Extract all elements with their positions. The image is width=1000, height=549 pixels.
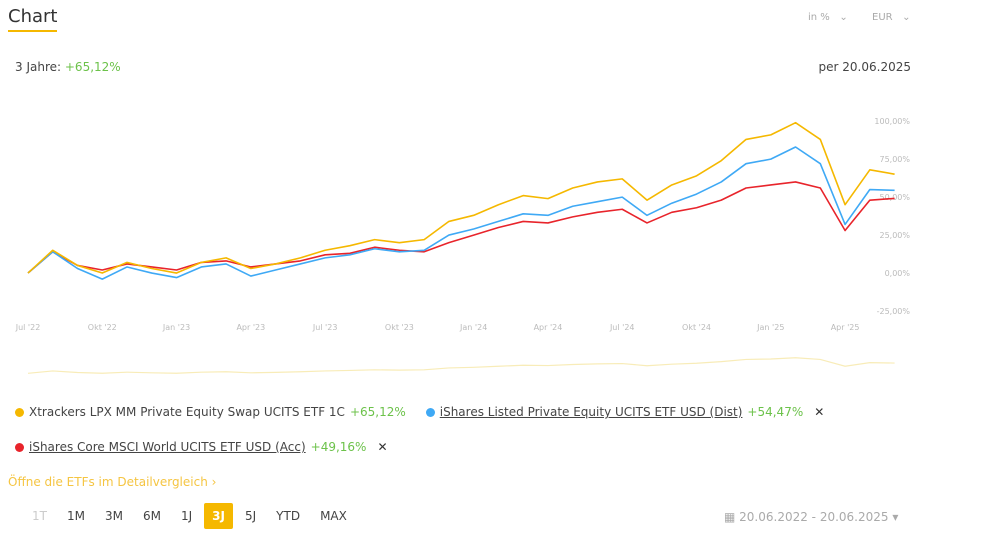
series-line xyxy=(27,181,895,274)
range-button[interactable]: YTD xyxy=(276,509,301,523)
legend-dot xyxy=(15,407,24,417)
legend-item: Xtrackers LPX MM Private Equity Swap UCI… xyxy=(15,405,406,419)
currency-label: EUR xyxy=(872,12,893,23)
date-range[interactable]: ▦ 20.06.2022 - 20.06.2025 ▾ xyxy=(724,510,899,524)
legend-dot xyxy=(15,442,24,452)
detail-link-text: Öffne die ETFs im Detailvergleich xyxy=(8,475,208,489)
chart-title: Chart xyxy=(8,6,58,32)
series-line xyxy=(27,121,895,274)
x-tick-label: Apr '25 xyxy=(831,323,860,332)
x-tick-label: Jan '25 xyxy=(756,323,784,332)
legend-change: +65,12% xyxy=(349,405,406,419)
x-tick-label: Jul '22 xyxy=(15,323,41,332)
x-tick-label: Apr '24 xyxy=(534,323,563,332)
y-tick-label: -25,00% xyxy=(877,307,911,316)
remove-button[interactable]: ✕ xyxy=(814,405,825,419)
y-tick-label: 100,00% xyxy=(874,117,910,126)
x-tick-label: Jul '23 xyxy=(312,323,338,332)
range-button[interactable]: MAX xyxy=(320,509,347,523)
unit-select[interactable]: in % ⌄ xyxy=(808,12,848,23)
detail-link[interactable]: Öffne die ETFs im Detailvergleich › xyxy=(8,475,217,489)
range-button[interactable]: 1M xyxy=(66,509,85,523)
legend-item: iShares Core MSCI World UCITS ETF USD (A… xyxy=(15,440,388,454)
legend-row: Xtrackers LPX MM Private Equity Swap UCI… xyxy=(15,405,824,419)
date-range-text: 20.06.2022 - 20.06.2025 xyxy=(739,510,889,524)
range-button[interactable]: 6M xyxy=(142,509,161,523)
range-button[interactable]: 3M xyxy=(104,509,123,523)
x-tick-label: Okt '23 xyxy=(385,323,414,332)
range-button[interactable]: 3J xyxy=(204,503,233,529)
legend-label: Xtrackers LPX MM Private Equity Swap UCI… xyxy=(29,405,345,419)
x-tick-label: Jan '24 xyxy=(459,323,487,332)
range-button[interactable]: 1J xyxy=(180,509,193,523)
legend-change: +54,47% xyxy=(747,405,804,419)
summary-label: 3 Jahre: xyxy=(15,60,62,74)
legend-label[interactable]: iShares Listed Private Equity UCITS ETF … xyxy=(439,405,743,419)
y-tick-label: 0,00% xyxy=(885,269,911,278)
x-tick-label: Jan '23 xyxy=(162,323,190,332)
series-line xyxy=(27,146,895,280)
y-tick-label: 50,00% xyxy=(879,193,910,202)
legend-label[interactable]: iShares Core MSCI World UCITS ETF USD (A… xyxy=(29,440,306,454)
summary: 3 Jahre: +65,12% xyxy=(15,60,121,74)
y-tick-label: 75,00% xyxy=(879,155,910,164)
currency-select[interactable]: EUR ⌄ xyxy=(872,12,911,23)
range-button[interactable]: 5J xyxy=(244,509,257,523)
x-tick-label: Apr '23 xyxy=(236,323,265,332)
range-button[interactable]: 1T xyxy=(32,509,47,523)
unit-label: in % xyxy=(808,12,830,23)
x-tick-label: Jul '24 xyxy=(609,323,635,332)
y-tick-label: 25,00% xyxy=(879,231,910,240)
navigator-line xyxy=(27,357,895,374)
legend-row: iShares Core MSCI World UCITS ETF USD (A… xyxy=(15,440,388,454)
legend-change: +49,16% xyxy=(310,440,367,454)
x-tick-label: Okt '24 xyxy=(682,323,711,332)
legend-item: iShares Listed Private Equity UCITS ETF … xyxy=(425,405,825,419)
as-of: per 20.06.2025 xyxy=(818,60,911,74)
summary-value: +65,12% xyxy=(64,60,121,74)
x-tick-label: Okt '22 xyxy=(88,323,117,332)
range-buttons: 1T 1M 3M 6M 1J 3J 5J YTD MAX xyxy=(24,503,355,529)
legend-dot xyxy=(425,407,435,417)
remove-button[interactable]: ✕ xyxy=(377,440,388,454)
